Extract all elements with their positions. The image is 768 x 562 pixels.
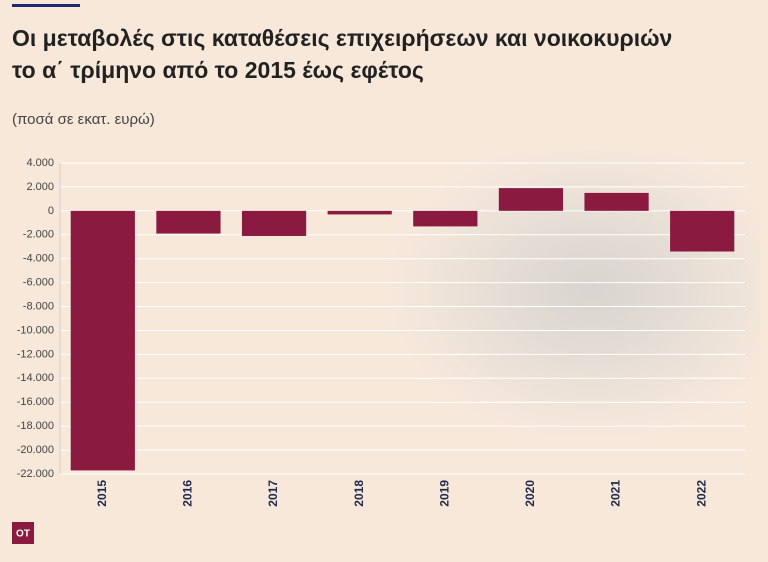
accent-line [12,4,80,7]
x-tick-label: 2022 [694,480,708,507]
chart-title: το α΄ τρίμηνο από το 2015 έως εφέτος [12,57,424,83]
bar [156,210,221,234]
x-tick-label: 2015 [95,480,109,507]
bar [70,210,135,471]
x-tick-label: 2019 [437,480,451,507]
y-tick-label: -6.000 [23,277,54,289]
bar [670,210,735,252]
y-tick-label: -8.000 [23,300,54,312]
logo-box [12,522,34,544]
y-tick-label: -18.000 [17,420,54,432]
x-tick-label: 2016 [181,480,195,507]
x-tick-label: 2021 [609,480,623,507]
x-tick-label: 2020 [523,480,537,507]
y-tick-label: -14.000 [17,372,54,384]
bar [584,192,649,211]
bar [413,210,478,227]
y-tick-label: -2.000 [23,229,54,241]
y-tick-label: -10.000 [17,324,54,336]
y-tick-label: -12.000 [17,348,54,360]
bar [498,188,564,211]
bar [327,210,392,215]
bar [241,210,307,236]
y-tick-label: 4.000 [26,157,54,169]
chart-title: Οι μεταβολές στις καταθέσεις επιχειρήσεω… [12,25,672,51]
x-tick-label: 2017 [266,480,280,507]
y-tick-label: 0 [48,205,54,217]
chart-subtitle: (ποσά σε εκατ. ευρώ) [12,111,155,128]
y-tick-label: -22.000 [17,468,54,480]
logo: OT [16,529,30,540]
x-tick-label: 2018 [352,480,366,507]
y-tick-label: -4.000 [23,253,54,265]
y-tick-label: -16.000 [17,396,54,408]
y-tick-label: 2.000 [26,181,54,193]
y-tick-label: -20.000 [17,444,54,456]
